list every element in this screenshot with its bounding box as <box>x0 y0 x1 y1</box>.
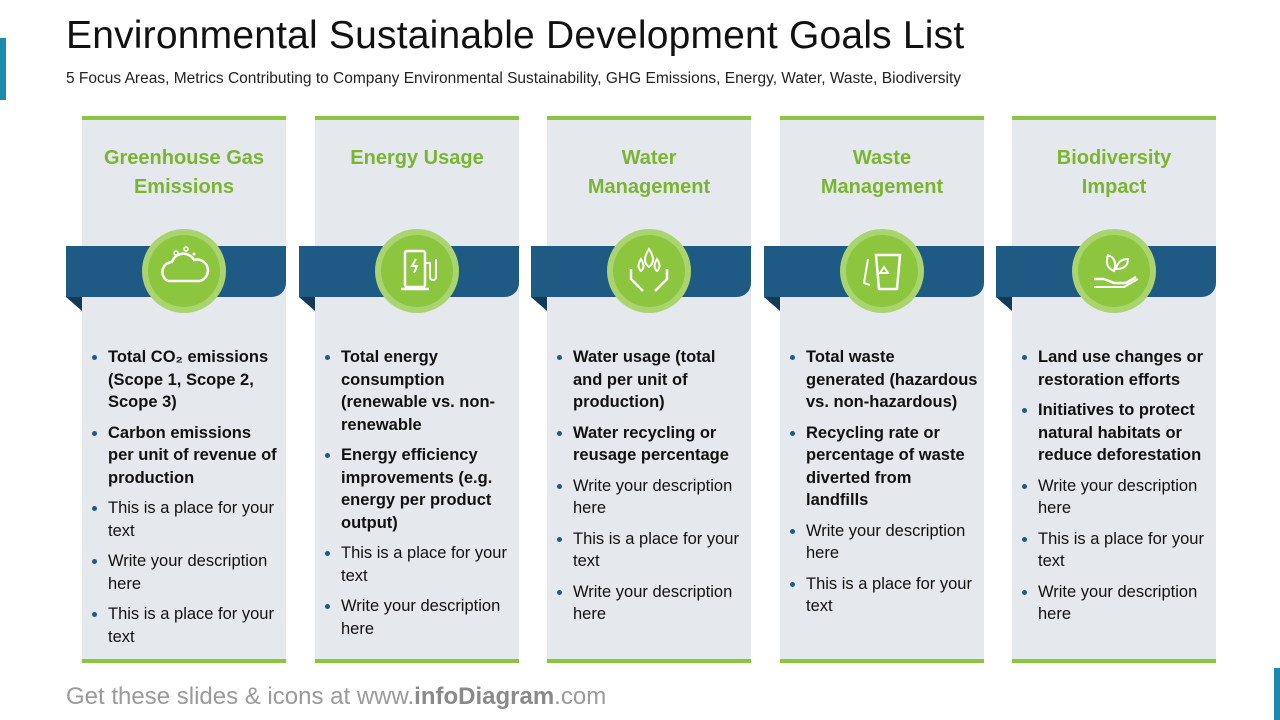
icon <box>1072 229 1156 313</box>
footer-text: .com <box>554 683 607 710</box>
column-title: Greenhouse Gas Emissions <box>103 147 265 198</box>
icon-graphic <box>142 229 226 313</box>
column-title: Water Management <box>587 147 711 198</box>
placeholder-item: Write your description here <box>573 475 745 520</box>
metric-item: Total energy consumption (renewable vs. … <box>341 346 513 436</box>
bullet-list: Total energy consumption (renewable vs. … <box>323 346 513 648</box>
placeholder-item: This is a place for your text <box>341 542 513 587</box>
placeholder-item: Write your description here <box>1038 581 1210 626</box>
metric-item: Land use changes or restoration efforts <box>1038 346 1210 391</box>
metric-item: Carbon emissions per unit of revenue of … <box>108 422 280 490</box>
icon-graphic <box>607 229 691 313</box>
card: Energy Usage Total energy consumption (re… <box>315 116 519 663</box>
placeholder-item: This is a place for your text <box>806 573 978 618</box>
column-title: Waste Management <box>820 147 944 198</box>
bullet-list: Total CO₂ emissions (Scope 1, Scope 2, S… <box>90 346 280 656</box>
title: Environmental Sustainable Development Go… <box>66 14 965 57</box>
placeholder-item: Write your description here <box>341 595 513 640</box>
icon <box>840 229 924 313</box>
metric-item: Initiatives to protect natural habitats … <box>1038 399 1210 467</box>
placeholder-item: This is a place for your text <box>573 528 745 573</box>
band-fold <box>299 297 315 311</box>
card: Waste Management Total waste generated (h… <box>780 116 984 663</box>
icon-graphic <box>840 229 924 313</box>
placeholder-item: This is a place for your text <box>108 497 280 542</box>
footer-text: Get these slides & icons at www. <box>66 683 415 710</box>
footer: Get these slides & icons at www.infoDiag… <box>66 683 606 711</box>
icon-graphic <box>375 229 459 313</box>
subtitle: 5 Focus Areas, Metrics Contributing to C… <box>66 70 962 87</box>
column-title: Biodiversity Impact <box>1056 147 1172 198</box>
metric-item: Energy efficiency improvements (e.g. ene… <box>341 444 513 534</box>
placeholder-item: Write your description here <box>1038 475 1210 520</box>
placeholder-item: Write your description here <box>573 581 745 626</box>
band-fold <box>764 297 780 311</box>
card: Biodiversity Impact Land use changes or r… <box>1012 116 1216 663</box>
right-accent <box>1274 668 1280 720</box>
metric-item: Water usage (total and per unit of produ… <box>573 346 745 414</box>
placeholder-item: This is a place for your text <box>1038 528 1210 573</box>
metric-item: Water recycling or reusage percentage <box>573 422 745 467</box>
band-fold <box>996 297 1012 311</box>
bullet-list: Land use changes or restoration efforts I… <box>1020 346 1210 634</box>
band-fold <box>531 297 547 311</box>
placeholder-item: Write your description here <box>806 520 978 565</box>
icon <box>375 229 459 313</box>
placeholder-item: This is a place for your text <box>108 603 280 648</box>
metric-item: Total CO₂ emissions (Scope 1, Scope 2, S… <box>108 346 280 414</box>
icon <box>607 229 691 313</box>
band-fold <box>66 297 82 311</box>
footer-brand: infoDiagram <box>414 683 555 710</box>
metric-item: Recycling rate or percentage of waste di… <box>806 422 978 512</box>
card: Water Management Water usage (total and p… <box>547 116 751 663</box>
bullet-list: Water usage (total and per unit of produ… <box>555 346 745 634</box>
column-title: Energy Usage <box>350 147 484 169</box>
icon-graphic <box>1072 229 1156 313</box>
icon <box>142 229 226 313</box>
metric-item: Total waste generated (hazardous vs. non… <box>806 346 978 414</box>
card: Greenhouse Gas Emissions Total CO₂ emissi… <box>82 116 286 663</box>
left-accent <box>0 38 6 100</box>
bullet-list: Total waste generated (hazardous vs. non… <box>788 346 978 626</box>
placeholder-item: Write your description here <box>108 550 280 595</box>
